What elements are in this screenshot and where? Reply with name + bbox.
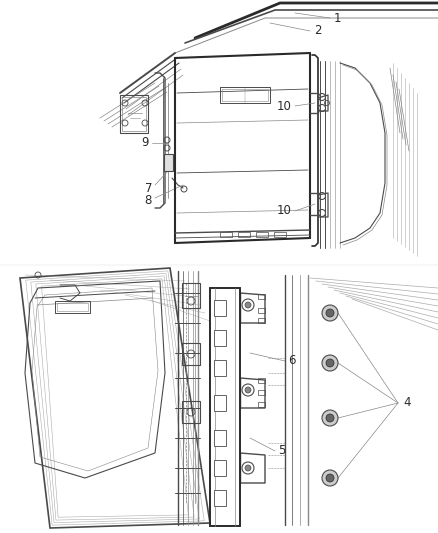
Bar [258,402,265,407]
Bar [258,308,265,313]
Bar [214,300,226,316]
Bar [214,330,226,346]
Bar [220,87,270,103]
Bar [120,95,148,133]
Bar [256,232,268,237]
Bar [182,283,200,308]
Circle shape [322,305,338,321]
Circle shape [326,474,334,482]
Text: 10: 10 [277,205,292,217]
Bar [182,401,200,423]
Bar [214,460,226,476]
Bar [258,390,265,395]
Bar [210,288,240,526]
Bar [220,232,232,237]
Bar [164,154,173,171]
Bar [122,97,146,131]
Text: 2: 2 [314,25,321,37]
Text: 6: 6 [288,354,296,367]
Circle shape [245,465,251,471]
Bar [57,303,88,311]
Circle shape [326,414,334,422]
Text: 9: 9 [141,136,149,149]
Circle shape [326,359,334,367]
Bar [274,232,286,237]
Text: 5: 5 [278,445,286,457]
Bar [214,360,226,376]
Circle shape [245,387,251,393]
Bar [214,490,226,506]
Bar [258,378,265,383]
Bar [55,301,90,313]
Bar [214,395,226,411]
Circle shape [322,410,338,426]
Bar [214,430,226,446]
Text: 4: 4 [403,397,410,409]
Circle shape [322,355,338,371]
Text: 10: 10 [277,100,292,112]
Bar [210,288,240,526]
Circle shape [322,470,338,486]
Bar [258,318,265,323]
Text: 7: 7 [145,182,152,195]
Text: 8: 8 [145,195,152,207]
Bar [258,294,265,299]
Bar [222,89,268,101]
Text: 1: 1 [334,12,342,25]
Circle shape [245,302,251,308]
Bar [238,232,250,237]
Circle shape [326,309,334,317]
Bar [182,343,200,365]
